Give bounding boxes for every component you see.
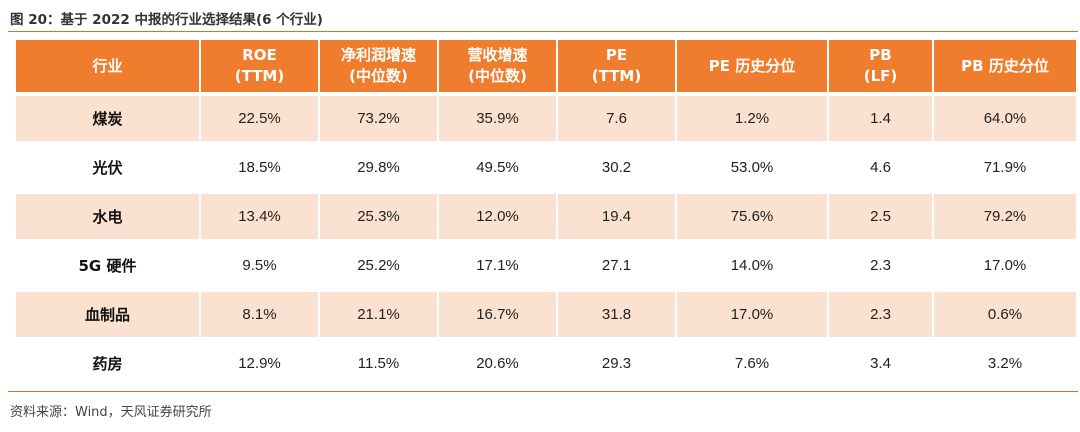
revenue-growth-cell: 16.7%: [439, 292, 556, 337]
roe-cell: 22.5%: [201, 96, 318, 141]
table-row: 药房 12.9% 11.5% 20.6% 29.3 7.6% 3.4 3.2%: [16, 341, 1076, 386]
header-roe: ROE (TTM): [201, 40, 318, 92]
roe-cell: 8.1%: [201, 292, 318, 337]
pb-cell: 2.5: [829, 194, 932, 239]
source-note: 资料来源：Wind，天风证券研究所: [10, 405, 212, 420]
pb-percentile-cell: 79.2%: [934, 194, 1076, 239]
pb-cell: 1.4: [829, 96, 932, 141]
pe-percentile-cell: 14.0%: [677, 243, 827, 288]
revenue-growth-cell: 20.6%: [439, 341, 556, 386]
industry-cell: 药房: [16, 341, 199, 386]
net-profit-growth-cell: 73.2%: [320, 96, 437, 141]
pb-cell: 2.3: [829, 243, 932, 288]
pe-cell: 29.3: [558, 341, 675, 386]
roe-cell: 18.5%: [201, 145, 318, 190]
pb-percentile-cell: 3.2%: [934, 341, 1076, 386]
revenue-growth-cell: 49.5%: [439, 145, 556, 190]
pe-cell: 27.1: [558, 243, 675, 288]
table-row: 水电 13.4% 25.3% 12.0% 19.4 75.6% 2.5 79.2…: [16, 194, 1076, 239]
table-row: 5G 硬件 9.5% 25.2% 17.1% 27.1 14.0% 2.3 17…: [16, 243, 1076, 288]
table-row: 血制品 8.1% 21.1% 16.7% 31.8 17.0% 2.3 0.6%: [16, 292, 1076, 337]
pe-percentile-cell: 7.6%: [677, 341, 827, 386]
pb-cell: 3.4: [829, 341, 932, 386]
roe-cell: 12.9%: [201, 341, 318, 386]
header-net-profit-growth: 净利润增速 (中位数): [320, 40, 437, 92]
pb-cell: 4.6: [829, 145, 932, 190]
industry-cell: 血制品: [16, 292, 199, 337]
roe-cell: 13.4%: [201, 194, 318, 239]
industry-cell: 光伏: [16, 145, 199, 190]
pe-cell: 19.4: [558, 194, 675, 239]
revenue-growth-cell: 12.0%: [439, 194, 556, 239]
pb-cell: 2.3: [829, 292, 932, 337]
header-row: 行业 ROE (TTM) 净利润增速 (中位数) 营收增速 (中位数) PE (…: [16, 40, 1076, 92]
header-pb: PB (LF): [829, 40, 932, 92]
pb-percentile-cell: 0.6%: [934, 292, 1076, 337]
roe-cell: 9.5%: [201, 243, 318, 288]
table-row: 煤炭 22.5% 73.2% 35.9% 7.6 1.2% 1.4 64.0%: [16, 96, 1076, 141]
net-profit-growth-cell: 11.5%: [320, 341, 437, 386]
header-pe: PE (TTM): [558, 40, 675, 92]
net-profit-growth-cell: 29.8%: [320, 145, 437, 190]
industry-cell: 水电: [16, 194, 199, 239]
pb-percentile-cell: 64.0%: [934, 96, 1076, 141]
industry-selection-table: 行业 ROE (TTM) 净利润增速 (中位数) 营收增速 (中位数) PE (…: [14, 36, 1078, 390]
header-industry: 行业: [16, 40, 199, 92]
header-revenue-growth: 营收增速 (中位数): [439, 40, 556, 92]
top-rule: [8, 31, 1078, 32]
bottom-rule: [8, 391, 1078, 392]
pe-percentile-cell: 17.0%: [677, 292, 827, 337]
pe-cell: 7.6: [558, 96, 675, 141]
pe-cell: 30.2: [558, 145, 675, 190]
industry-cell: 煤炭: [16, 96, 199, 141]
figure-title: 图 20：基于 2022 中报的行业选择结果(6 个行业): [10, 12, 323, 28]
pb-percentile-cell: 71.9%: [934, 145, 1076, 190]
header-pe-percentile: PE 历史分位: [677, 40, 827, 92]
pe-percentile-cell: 53.0%: [677, 145, 827, 190]
pe-percentile-cell: 1.2%: [677, 96, 827, 141]
net-profit-growth-cell: 21.1%: [320, 292, 437, 337]
header-pb-percentile: PB 历史分位: [934, 40, 1076, 92]
net-profit-growth-cell: 25.2%: [320, 243, 437, 288]
pe-cell: 31.8: [558, 292, 675, 337]
pb-percentile-cell: 17.0%: [934, 243, 1076, 288]
pe-percentile-cell: 75.6%: [677, 194, 827, 239]
table-row: 光伏 18.5% 29.8% 49.5% 30.2 53.0% 4.6 71.9…: [16, 145, 1076, 190]
net-profit-growth-cell: 25.3%: [320, 194, 437, 239]
revenue-growth-cell: 17.1%: [439, 243, 556, 288]
industry-cell: 5G 硬件: [16, 243, 199, 288]
revenue-growth-cell: 35.9%: [439, 96, 556, 141]
